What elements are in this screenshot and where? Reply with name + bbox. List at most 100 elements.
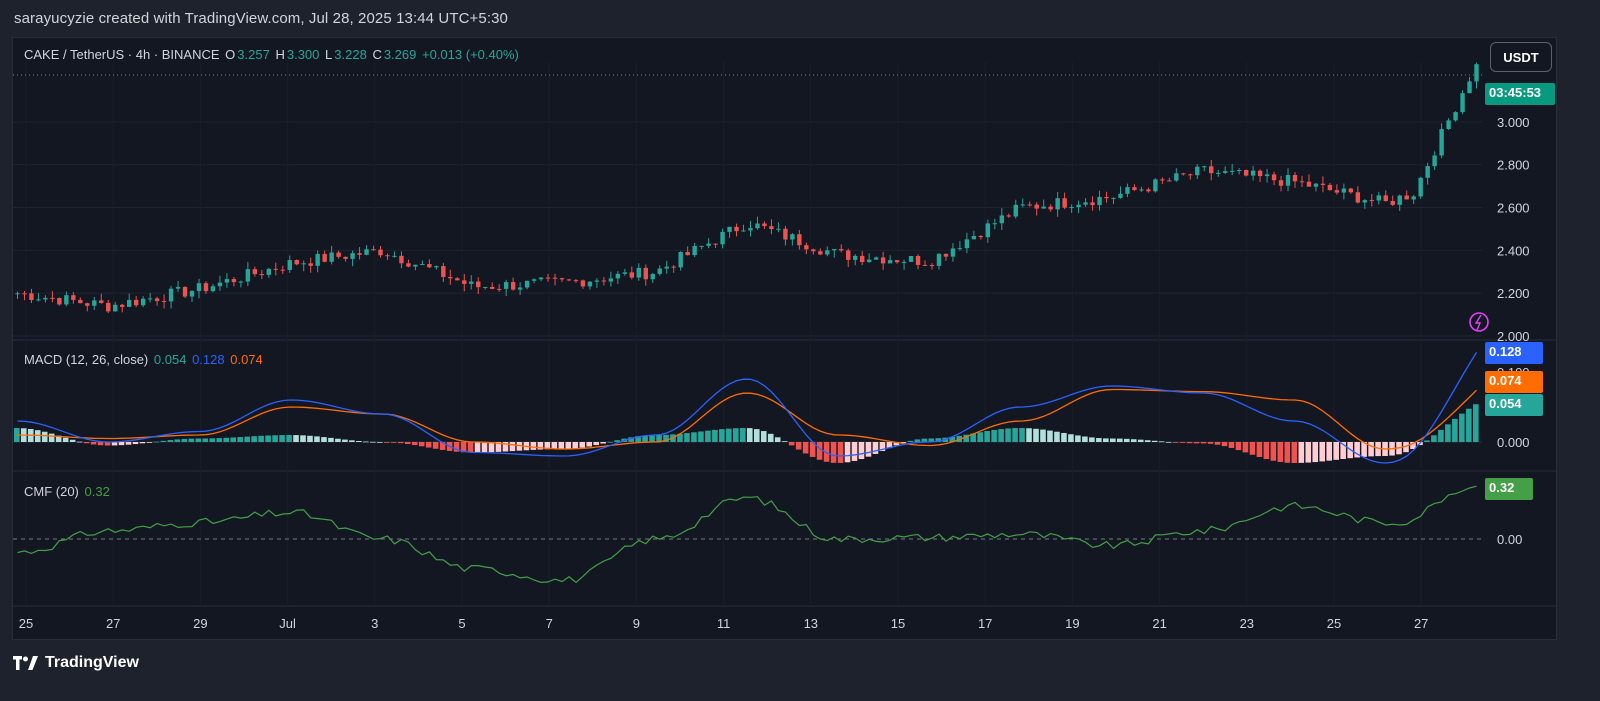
macd-histogram-bar xyxy=(195,438,202,442)
candle-body xyxy=(1132,187,1137,191)
candle-body xyxy=(1209,166,1214,174)
candle-body xyxy=(266,268,272,275)
macd-histogram-bar xyxy=(733,428,739,442)
macd-histogram-bar xyxy=(118,442,125,446)
macd-histogram-bar xyxy=(607,441,613,443)
symbol-label[interactable]: CAKE / TetherUS · 4h · BINANCE xyxy=(24,47,220,62)
macd-histogram-bar xyxy=(272,435,278,442)
macd-histogram-bar xyxy=(418,442,425,447)
macd-histogram-bar xyxy=(753,429,760,442)
candle-body xyxy=(727,226,732,232)
macd-histogram-bar xyxy=(872,442,879,454)
macd-histogram-bar xyxy=(237,437,243,442)
macd-histogram-bar xyxy=(1473,404,1479,442)
macd-histogram-bar xyxy=(48,433,55,442)
macd-hist-value: 0.054 xyxy=(153,352,187,367)
macd-histogram-bar xyxy=(1019,428,1025,442)
macd-histogram-bar xyxy=(893,442,900,446)
macd-line-value: 0.128 xyxy=(192,352,225,367)
macd-histogram-bar xyxy=(460,442,467,453)
macd-badge: 0.128 xyxy=(1485,342,1543,364)
candle-body xyxy=(455,278,460,281)
macd-histogram-bar xyxy=(837,442,844,463)
x-tick-label: 7 xyxy=(546,616,553,631)
currency-button[interactable]: USDT xyxy=(1490,42,1552,72)
macd-histogram-bar xyxy=(802,442,809,454)
candle-body xyxy=(126,299,132,307)
candle-body xyxy=(1104,196,1109,199)
candle-body xyxy=(880,257,886,264)
macd-histogram-bar xyxy=(209,438,216,442)
x-tick-label: 13 xyxy=(804,616,818,631)
candle-body xyxy=(15,293,20,295)
candle-body xyxy=(804,245,809,250)
macd-histogram-bar xyxy=(1431,435,1437,442)
candle-body xyxy=(1229,170,1235,172)
candle-body xyxy=(1118,193,1123,198)
macd-histogram-bar xyxy=(1012,428,1018,442)
macd-histogram-bar xyxy=(1459,413,1465,442)
candle-body xyxy=(943,253,949,257)
candle-body xyxy=(1250,170,1256,176)
tradingview-brand[interactable]: TradingView xyxy=(13,654,139,672)
lightning-icon xyxy=(1474,314,1482,331)
candle-body xyxy=(29,293,34,301)
macd-histogram-bar xyxy=(600,442,606,444)
candle-body xyxy=(1348,188,1354,193)
macd-histogram-bar xyxy=(649,435,655,442)
cmf-label[interactable]: CMF (20) xyxy=(24,484,79,499)
candle-body xyxy=(476,281,481,288)
macd-histogram-bar xyxy=(502,442,509,452)
macd-histogram-bar xyxy=(1179,442,1186,443)
macd-histogram-bar xyxy=(551,442,558,450)
candle-body xyxy=(832,248,837,251)
macd-histogram-bar xyxy=(404,442,411,444)
candle-body xyxy=(678,252,683,268)
candle-body xyxy=(999,215,1005,224)
candle-body xyxy=(1076,204,1081,208)
candle-body xyxy=(57,298,62,305)
cmf-line xyxy=(17,485,1477,584)
macd-histogram-bar xyxy=(907,440,914,442)
candle-body xyxy=(1446,120,1451,130)
candle-body xyxy=(713,243,718,245)
cmf-tick-label: 0.00 xyxy=(1497,532,1522,547)
candle-body xyxy=(43,297,48,300)
candle-body xyxy=(720,231,725,245)
macd-histogram-bar xyxy=(356,440,362,442)
close-value: 3.269 xyxy=(383,47,417,62)
macd-histogram-bar xyxy=(467,442,474,453)
hist-badge: 0.054 xyxy=(1485,394,1543,416)
macd-histogram-bar xyxy=(14,428,20,442)
macd-histogram-bar xyxy=(628,437,634,442)
macd-histogram-bar xyxy=(1403,442,1409,453)
macd-histogram-bar xyxy=(865,442,872,457)
macd-histogram-bar xyxy=(125,442,132,445)
candle-body xyxy=(1236,170,1242,172)
candle-body xyxy=(1404,195,1409,200)
candle-body xyxy=(552,277,558,279)
candle-body xyxy=(1048,206,1053,210)
macd-histogram-bar xyxy=(1242,442,1249,453)
price-tick-label: 2.400 xyxy=(1497,243,1530,258)
macd-histogram-bar xyxy=(474,442,481,453)
candle-body xyxy=(1125,187,1130,194)
macd-histogram-bar xyxy=(509,442,516,452)
macd-histogram-bar xyxy=(1110,438,1116,442)
candle-body xyxy=(755,223,760,229)
macd-histogram-bar xyxy=(879,442,886,452)
candle-body xyxy=(1439,129,1444,156)
macd-label[interactable]: MACD (12, 26, close) xyxy=(24,352,149,367)
macd-histogram-bar xyxy=(970,433,976,442)
candle-body xyxy=(1257,170,1263,177)
macd-histogram-bar xyxy=(488,442,495,453)
macd-histogram-bar xyxy=(1172,442,1179,443)
macd-histogram-bar xyxy=(565,442,572,449)
macd-histogram-bar xyxy=(1214,442,1221,445)
macd-histogram-bar xyxy=(614,440,620,442)
macd-histogram-bar xyxy=(635,436,641,442)
candle-body xyxy=(1111,197,1116,199)
candle-body xyxy=(1013,204,1018,217)
macd-histogram-bar xyxy=(1277,442,1284,463)
